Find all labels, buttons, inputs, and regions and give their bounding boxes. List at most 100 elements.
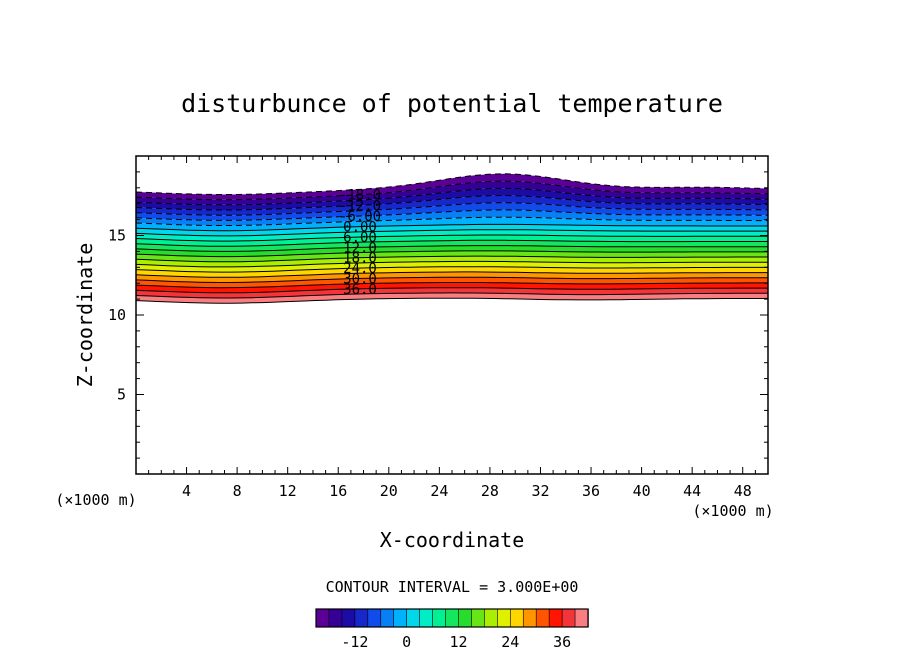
colorbar-tick-label: 24 xyxy=(501,633,519,651)
colorbar-cell xyxy=(458,608,473,628)
contour-label: 12.0 xyxy=(343,240,377,256)
colorbar-cell xyxy=(328,608,343,628)
x-tick-label: 8 xyxy=(233,482,242,500)
colorbar-tick-label: 0 xyxy=(402,633,411,651)
y-tick-label: 10 xyxy=(108,306,126,324)
contour-line xyxy=(136,209,768,221)
colorbar-cell xyxy=(380,608,395,628)
contour-band xyxy=(136,188,768,210)
contour-line xyxy=(136,180,768,201)
y-tick-label: 5 xyxy=(117,386,126,404)
contour-band xyxy=(136,181,768,205)
contour-band xyxy=(136,240,768,252)
colorbar-cell xyxy=(406,608,421,628)
contour-lines xyxy=(136,173,768,304)
contour-line xyxy=(136,292,768,299)
x-tick-label: 24 xyxy=(430,482,448,500)
colorbar-cell xyxy=(471,608,486,628)
contour-band xyxy=(136,202,768,221)
contour-line xyxy=(136,216,768,226)
contour-line xyxy=(136,173,768,195)
y-axis-label: Z-coordinate xyxy=(73,243,97,388)
x-tick-label: 32 xyxy=(531,482,549,500)
contour-band xyxy=(136,195,768,216)
colorbar-cell xyxy=(367,608,382,628)
contour-band xyxy=(136,173,768,200)
colorbar-tick-label: -12 xyxy=(341,633,368,651)
colorbar-cell xyxy=(341,608,356,628)
contour-band xyxy=(136,217,768,231)
colorbar-cell xyxy=(393,608,408,628)
contour-band xyxy=(136,245,768,257)
x-tick-label: 48 xyxy=(734,482,752,500)
colorbar-cell xyxy=(484,608,499,628)
colorbar-cell xyxy=(561,608,576,628)
contour-line xyxy=(136,260,768,268)
x-tick-label: 36 xyxy=(582,482,600,500)
contour-band xyxy=(136,224,768,236)
contour-label: 18.0 xyxy=(343,251,377,267)
contour-line xyxy=(136,234,768,242)
colorbar-cell xyxy=(419,608,434,628)
contour-line xyxy=(136,255,768,263)
contour-line xyxy=(136,239,768,247)
x-axis: 4 8 12 16 20 24 28 32 36 40 44 48 xyxy=(148,156,756,500)
x-tick-label: 12 xyxy=(279,482,297,500)
contour-line xyxy=(136,282,768,289)
colorbar-cell xyxy=(497,608,511,628)
contour-label: 24.0 xyxy=(343,261,377,277)
x-tick-label: 4 xyxy=(182,482,191,500)
y-axis: 5 10 15 xyxy=(108,171,768,459)
contour-line xyxy=(136,287,768,294)
contour-interval-label: CONTOUR INTERVAL = 3.000E+00 xyxy=(326,578,579,596)
contour-line xyxy=(136,297,768,304)
contour-label: 6.00 xyxy=(343,230,377,246)
colorbar-ticks: -12 0 12 24 36 xyxy=(341,633,571,651)
contour-label: -6.00 xyxy=(339,209,381,225)
contour-label: 0.00 xyxy=(343,220,377,236)
colorbar-cell xyxy=(445,608,460,628)
contour-label: 36.0 xyxy=(343,282,377,298)
colorbar-frame xyxy=(315,608,589,628)
contour-line xyxy=(136,276,768,283)
colorbar xyxy=(315,608,589,628)
contour-line xyxy=(136,194,768,211)
colorbar-cell xyxy=(574,608,589,628)
contour-line xyxy=(136,250,768,258)
colorbar-tick-label: 12 xyxy=(449,633,467,651)
x-tick-label: 16 xyxy=(329,482,347,500)
contour-line xyxy=(136,271,768,278)
contour-band xyxy=(136,209,768,226)
contour-line xyxy=(136,266,768,273)
contour-line xyxy=(136,223,768,232)
x-unit-left: (×1000 m) xyxy=(55,491,136,509)
contour-band xyxy=(136,229,768,242)
colorbar-cell xyxy=(522,608,537,628)
x-tick-label: 44 xyxy=(683,482,701,500)
contour-line xyxy=(136,229,768,237)
contour-band xyxy=(136,250,768,262)
colorbar-cell xyxy=(432,608,447,628)
x-axis-label: X-coordinate xyxy=(380,528,525,552)
x-unit-right: (×1000 m) xyxy=(692,502,773,520)
colorbar-tick-label: 36 xyxy=(553,633,571,651)
colorbar-cell xyxy=(535,608,550,628)
contour-line xyxy=(136,245,768,252)
colorbar-cell xyxy=(509,608,524,628)
chart-title: disturbunce of potential temperature xyxy=(181,89,723,118)
colorbar-cell xyxy=(354,608,369,628)
contour-band xyxy=(136,261,768,273)
contour-label: -18.0 xyxy=(339,188,381,204)
colorbar-cell xyxy=(315,608,330,628)
contour-line xyxy=(136,187,768,206)
contour-line xyxy=(136,202,768,216)
x-tick-label: 28 xyxy=(481,482,499,500)
x-tick-label: 20 xyxy=(380,482,398,500)
colorbar-cell xyxy=(548,608,563,628)
contour-labels: -18.0-12.0-6.000.006.0012.018.024.030.03… xyxy=(339,188,381,298)
y-tick-label: 15 xyxy=(108,227,126,245)
x-tick-label: 40 xyxy=(633,482,651,500)
contour-label: 30.0 xyxy=(343,271,377,287)
contour-label: -12.0 xyxy=(339,198,381,214)
